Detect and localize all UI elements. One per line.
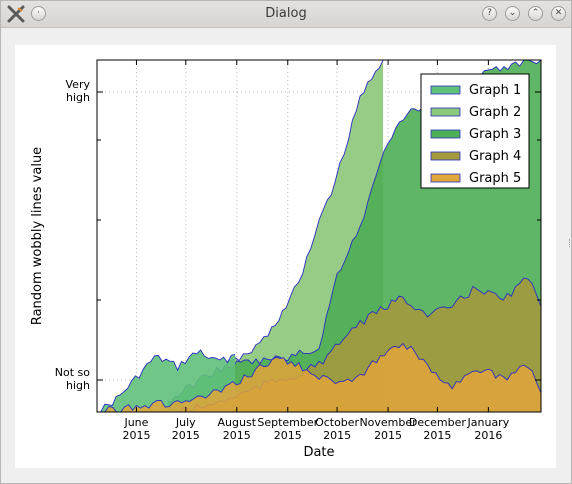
legend-label: Graph 5 bbox=[469, 171, 521, 186]
y-axis-label: Random wobbly lines value bbox=[30, 147, 45, 325]
legend-label: Graph 4 bbox=[469, 149, 521, 164]
help-button[interactable]: ? bbox=[482, 6, 497, 21]
legend-label: Graph 1 bbox=[469, 83, 521, 98]
legend-swatch bbox=[430, 129, 461, 139]
x-tick-label-year: 2016 bbox=[474, 429, 502, 442]
legend-swatch bbox=[430, 107, 461, 117]
series-area-5 bbox=[97, 343, 541, 412]
series-area-4 bbox=[175, 278, 541, 412]
legend-swatch bbox=[430, 173, 461, 183]
resize-grip[interactable] bbox=[569, 239, 572, 247]
maximize-button[interactable]: ⌃ bbox=[528, 6, 543, 21]
close-button[interactable]: ✕ bbox=[551, 6, 566, 21]
x-tick-label: August bbox=[218, 416, 257, 429]
x-tick-label-year: 2015 bbox=[323, 429, 351, 442]
x-tick-label: December bbox=[409, 416, 467, 429]
y-tick-label: Very bbox=[66, 78, 91, 91]
x-tick-label-year: 2015 bbox=[423, 429, 451, 442]
x-tick-label: September bbox=[257, 416, 318, 429]
x-tick-label-year: 2015 bbox=[172, 429, 200, 442]
x-axis-label: Date bbox=[303, 445, 334, 460]
x-tick-label: June bbox=[123, 416, 148, 429]
x-tick-label-year: 2015 bbox=[274, 429, 302, 442]
x-tick-label: October bbox=[315, 416, 359, 429]
legend-swatch bbox=[430, 151, 461, 161]
x-tick-label: November bbox=[359, 416, 417, 429]
chart-canvas: June 2015 July 2015 August 2015 September 2015 O… bbox=[15, 45, 556, 468]
x-tick-label: July bbox=[175, 416, 196, 429]
x-tick-label-year: 2015 bbox=[122, 429, 150, 442]
y-tick-label-second-line: high bbox=[66, 379, 90, 392]
x-logo-icon bbox=[7, 5, 25, 23]
plot-frame bbox=[96, 59, 542, 413]
window-menu-button[interactable]: · bbox=[31, 6, 46, 21]
legend-label: Graph 2 bbox=[469, 105, 521, 120]
legend-label: Graph 3 bbox=[469, 127, 521, 142]
series-line-1 bbox=[97, 349, 236, 412]
x-tick-label-year: 2015 bbox=[374, 429, 402, 442]
chart-svg: June2015July2015August2015September2015O… bbox=[30, 59, 542, 460]
x-tick-label-year: 2015 bbox=[223, 429, 251, 442]
series-line-2 bbox=[216, 60, 384, 372]
title-bar[interactable]: · Dialog ? ⌄ ⌃ ✕ bbox=[1, 1, 571, 28]
y-tick-label: Not so bbox=[55, 366, 90, 379]
y-tick-label-second-line: high bbox=[66, 91, 90, 104]
window-title: Dialog bbox=[265, 6, 307, 21]
x-tick-label: January bbox=[467, 416, 510, 429]
minimize-button[interactable]: ⌄ bbox=[505, 6, 520, 21]
legend-swatch bbox=[430, 85, 461, 95]
series-line-5 bbox=[97, 342, 541, 412]
